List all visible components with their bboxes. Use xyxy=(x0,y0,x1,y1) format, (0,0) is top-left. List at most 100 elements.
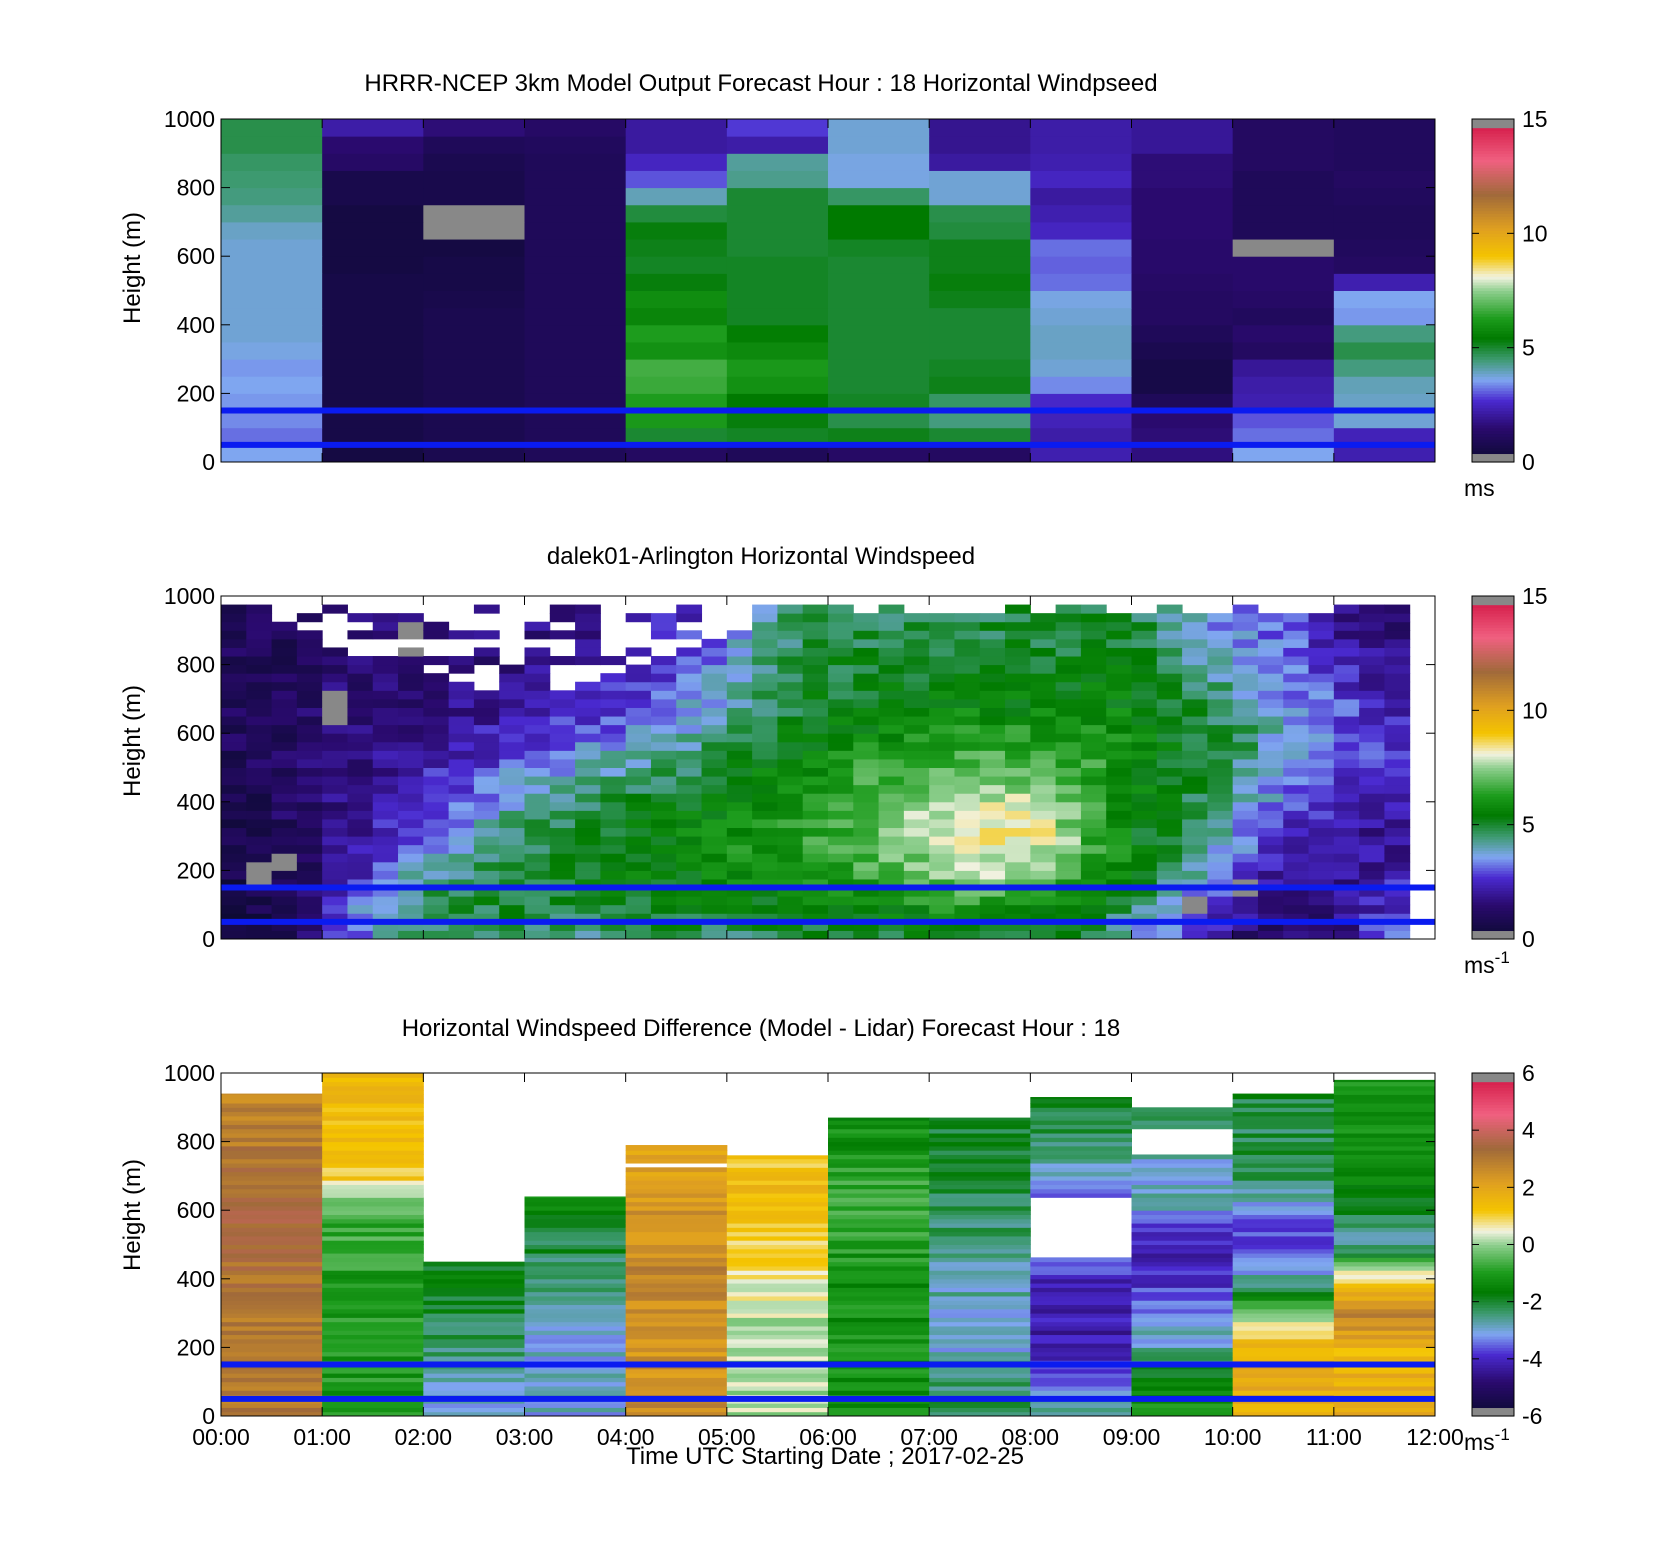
heatmap-cell xyxy=(1232,698,1259,708)
heatmap-cell xyxy=(726,681,753,691)
heatmap-cell xyxy=(499,870,525,880)
heatmap-cell xyxy=(929,1407,1031,1413)
heatmap-cell xyxy=(1232,1274,1335,1280)
heatmap-cell xyxy=(221,221,323,240)
heatmap-cell xyxy=(979,647,1006,657)
heatmap-cell xyxy=(828,1304,930,1310)
heatmap-cell xyxy=(1283,638,1310,648)
heatmap-cell xyxy=(726,810,753,820)
heatmap-cell xyxy=(726,1321,829,1327)
heatmap-cell xyxy=(1333,621,1360,631)
heatmap-cell xyxy=(423,1403,525,1408)
heatmap-cell xyxy=(1030,870,1057,880)
heatmap-cell xyxy=(828,784,854,794)
heatmap-cell xyxy=(372,827,399,837)
heatmap-cell xyxy=(524,1377,627,1383)
heatmap-cell xyxy=(1359,741,1385,751)
heatmap-cell xyxy=(322,307,424,326)
heatmap-cell xyxy=(1384,810,1411,820)
heatmap-cell xyxy=(1333,1193,1436,1198)
colorbar-cell xyxy=(1472,327,1514,332)
heatmap-cell xyxy=(929,1193,1031,1198)
heatmap-cell xyxy=(322,1115,424,1121)
heatmap-cell xyxy=(246,724,273,734)
heatmap-cell xyxy=(903,750,930,760)
heatmap-cell xyxy=(1156,681,1183,691)
heatmap-cell xyxy=(1308,767,1335,777)
heatmap-cell xyxy=(1030,698,1057,708)
heatmap-cell xyxy=(878,878,905,889)
heatmap-cell xyxy=(1131,1158,1234,1164)
heatmap-cell xyxy=(752,844,778,854)
heatmap-cell xyxy=(1232,1193,1335,1198)
heatmap-cell xyxy=(1207,930,1234,940)
heatmap-cell xyxy=(625,376,728,394)
heatmap-cell xyxy=(853,810,880,820)
colorbar-cell xyxy=(1472,681,1514,686)
heatmap-cell xyxy=(1232,1343,1335,1348)
heatmap-cell xyxy=(221,1231,323,1237)
heatmap-cell xyxy=(549,690,576,700)
heatmap-cell xyxy=(726,136,829,154)
heatmap-cell xyxy=(296,664,323,674)
heatmap-cell xyxy=(1283,861,1310,871)
heatmap-cell xyxy=(1359,621,1385,631)
heatmap-cell xyxy=(1005,853,1031,863)
heatmap-cell xyxy=(1131,638,1158,648)
heatmap-cell xyxy=(524,153,627,171)
heatmap-cell xyxy=(1384,758,1411,768)
heatmap-cell xyxy=(954,698,981,708)
heatmap-cell xyxy=(929,393,1031,412)
heatmap-cell xyxy=(347,793,374,803)
heatmap-cell xyxy=(954,690,981,700)
heatmap-cell xyxy=(549,784,576,794)
heatmap-cell xyxy=(296,853,323,863)
heatmap-cell xyxy=(322,921,348,931)
colorbar-tick-label: 5 xyxy=(1522,812,1535,838)
heatmap-cell xyxy=(1182,690,1208,700)
heatmap-cell xyxy=(777,750,804,760)
colorbar-cell xyxy=(1472,650,1514,654)
heatmap-cell xyxy=(600,930,627,940)
heatmap-cell xyxy=(524,410,627,429)
colorbar-cell xyxy=(1472,273,1514,277)
heatmap-cell xyxy=(1257,707,1284,717)
colorbar-cell xyxy=(1472,170,1514,174)
heatmap-cell xyxy=(853,750,880,760)
y-tick-label: 1000 xyxy=(164,583,215,609)
heatmap-cell xyxy=(828,861,854,871)
heatmap-cell xyxy=(625,1373,728,1378)
heatmap-cell xyxy=(853,621,880,631)
heatmap-cell xyxy=(802,878,829,889)
heatmap-cell xyxy=(676,904,703,914)
heatmap-cell xyxy=(600,887,627,897)
heatmap-cell xyxy=(1182,836,1208,846)
heatmap-cell xyxy=(701,904,728,914)
heatmap-cell xyxy=(372,758,399,768)
colorbar-cell xyxy=(1472,781,1514,786)
heatmap-cell xyxy=(1333,758,1360,768)
colorbar-cell xyxy=(1472,1147,1514,1151)
heatmap-cell xyxy=(828,1330,930,1336)
heatmap-cell xyxy=(625,1317,728,1323)
heatmap-cell xyxy=(246,913,273,923)
heatmap-cell xyxy=(524,1274,627,1280)
heatmap-cell xyxy=(221,1240,323,1245)
heatmap-cell xyxy=(1333,1171,1436,1177)
heatmap-cell xyxy=(524,930,551,940)
colorbar-cell xyxy=(1472,187,1514,192)
heatmap-cell xyxy=(903,681,930,691)
heatmap-cell xyxy=(1080,698,1107,708)
colorbar-cell xyxy=(1472,239,1514,243)
heatmap-cell xyxy=(878,904,905,914)
heatmap-cell xyxy=(726,1351,829,1357)
heatmap-cell xyxy=(423,119,525,137)
heatmap-cell xyxy=(650,750,677,760)
heatmap-cell xyxy=(929,1128,1031,1134)
heatmap-cell xyxy=(625,784,652,794)
heatmap-cell xyxy=(524,376,627,394)
heatmap-cell xyxy=(575,921,601,931)
heatmap-cell xyxy=(1106,878,1132,889)
heatmap-cell xyxy=(1283,647,1310,657)
heatmap-cell xyxy=(322,904,348,914)
